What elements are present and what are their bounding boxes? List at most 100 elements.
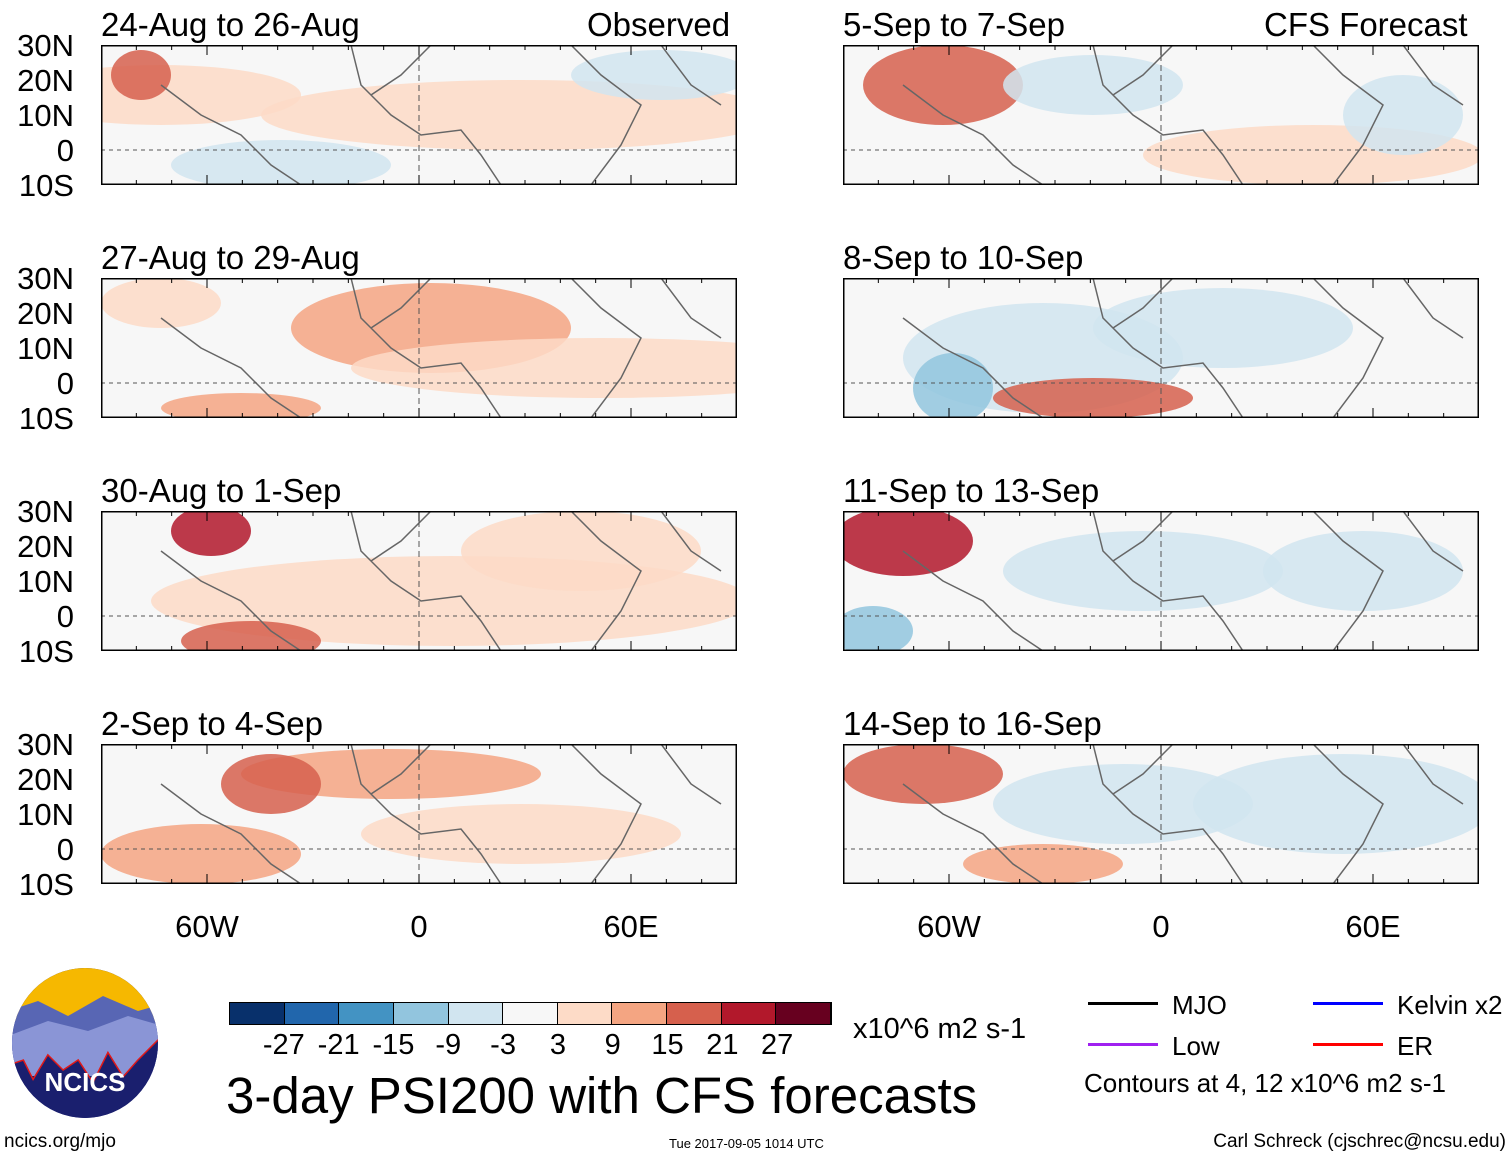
legend-label: Low xyxy=(1172,1031,1220,1061)
map-panel xyxy=(843,278,1479,418)
map-panel xyxy=(843,744,1479,884)
panel-title: 8-Sep to 10-Sep xyxy=(843,239,1084,276)
anomaly-shading xyxy=(1003,531,1283,611)
colorbar-label: 27 xyxy=(761,1029,794,1061)
anomaly-shading xyxy=(361,804,681,864)
panel-title: 27-Aug to 29-Aug xyxy=(101,239,360,276)
anomaly-shading xyxy=(221,754,321,814)
colorbar-label: 15 xyxy=(651,1029,684,1061)
colorbar-swatch xyxy=(667,1003,722,1024)
panel-title: 14-Sep to 16-Sep xyxy=(843,705,1102,742)
figure-title: 3-day PSI200 with CFS forecasts xyxy=(226,1067,978,1124)
anomaly-shading xyxy=(843,744,1003,804)
panel-title: 24-Aug to 26-Aug xyxy=(101,6,360,43)
colorbar-swatch xyxy=(503,1003,558,1024)
colorbar-label: -9 xyxy=(435,1029,462,1061)
lon-label: 60E xyxy=(1345,909,1401,944)
lat-label: 20N xyxy=(17,63,74,98)
anomaly-shading xyxy=(843,606,913,651)
panel-title: 2-Sep to 4-Sep xyxy=(101,705,323,742)
legend-label: MJO xyxy=(1172,990,1227,1020)
lat-label: 0 xyxy=(56,366,74,401)
anomaly-shading xyxy=(461,511,701,591)
colorbar-label: 3 xyxy=(549,1029,566,1061)
lat-label: 0 xyxy=(56,599,74,634)
anomaly-shading xyxy=(843,511,973,576)
lat-label: 30N xyxy=(17,28,74,63)
lat-label: 30N xyxy=(17,494,74,529)
anomaly-shading xyxy=(111,50,171,100)
anomaly-shading xyxy=(261,80,737,150)
anomaly-shading xyxy=(913,353,993,418)
colorbar-label: -3 xyxy=(490,1029,516,1061)
coastlines xyxy=(902,744,1464,884)
panel-title: 11-Sep to 13-Sep xyxy=(843,472,1100,509)
anomaly-shading xyxy=(1003,55,1183,115)
colorbar-units: x10^6 m2 s-1 xyxy=(853,1013,1027,1045)
lat-label: 10N xyxy=(17,98,74,133)
colorbar-swatch xyxy=(557,1003,613,1024)
coastlines xyxy=(160,511,722,651)
ncics-logo: NCICS xyxy=(12,968,158,1118)
lat-label: 30N xyxy=(17,261,74,296)
panel-title: 5-Sep to 7-Sep xyxy=(843,6,1065,43)
anomaly-shading xyxy=(1343,75,1463,155)
map-panel xyxy=(101,278,737,418)
colorbar xyxy=(229,1002,832,1025)
lat-label: 10S xyxy=(18,401,74,436)
footer-author: Carl Schreck (cjschrec@ncsu.edu) xyxy=(1213,1131,1506,1152)
coastlines xyxy=(902,511,1464,651)
anomaly-shading xyxy=(101,278,221,328)
lat-label: 10S xyxy=(18,867,74,902)
logo-text: NCICS xyxy=(45,1067,126,1097)
anomaly-shading xyxy=(863,45,1023,125)
observed-header: Observed xyxy=(587,6,731,43)
footer-url: ncics.org/mjo xyxy=(4,1131,116,1152)
anomaly-shading xyxy=(1263,531,1463,611)
lat-label: 20N xyxy=(17,296,74,331)
lat-label: 30N xyxy=(17,727,74,762)
coastlines xyxy=(902,45,1464,185)
map-panel xyxy=(101,511,737,651)
coastlines xyxy=(160,278,722,418)
anomaly-shading xyxy=(1093,288,1353,368)
lat-label: 10N xyxy=(17,331,74,366)
map-panel xyxy=(101,45,737,185)
map-panel xyxy=(843,45,1479,185)
colorbar-swatch xyxy=(448,1003,504,1024)
anomaly-shading xyxy=(101,824,301,884)
coastlines xyxy=(160,45,722,185)
legend-label: ER xyxy=(1397,1031,1434,1061)
lon-label: 60E xyxy=(603,909,659,944)
map-panel xyxy=(843,511,1479,651)
colorbar-swatch xyxy=(230,1003,285,1024)
forecast-header: CFS Forecast xyxy=(1264,6,1468,43)
anomaly-shading xyxy=(181,621,321,651)
colorbar-label: 9 xyxy=(604,1029,621,1061)
anomaly-shading xyxy=(963,844,1123,884)
lat-label: 10S xyxy=(18,634,74,669)
legend-line xyxy=(1313,1002,1383,1005)
lon-label: 60W xyxy=(175,909,239,944)
lon-label: 0 xyxy=(1152,909,1170,944)
lat-label: 10N xyxy=(17,564,74,599)
colorbar-label: -27 xyxy=(262,1029,305,1061)
lat-label: 10N xyxy=(17,797,74,832)
lon-label: 0 xyxy=(410,909,428,944)
lat-label: 20N xyxy=(17,529,74,564)
colorbar-label: 21 xyxy=(706,1029,739,1061)
colorbar-swatch xyxy=(612,1003,668,1024)
colorbar-label: -15 xyxy=(372,1029,415,1061)
anomaly-shading xyxy=(1193,754,1479,854)
coastlines xyxy=(160,744,722,884)
legend-label: Kelvin x2 xyxy=(1397,990,1503,1020)
legend-line xyxy=(1088,1043,1158,1046)
panel-title: 30-Aug to 1-Sep xyxy=(101,472,342,509)
legend-line xyxy=(1313,1043,1383,1046)
colorbar-swatch xyxy=(284,1003,340,1024)
colorbar-swatch xyxy=(721,1003,777,1024)
map-panel xyxy=(101,744,737,884)
lat-label: 10S xyxy=(18,168,74,203)
lat-label: 0 xyxy=(56,832,74,867)
